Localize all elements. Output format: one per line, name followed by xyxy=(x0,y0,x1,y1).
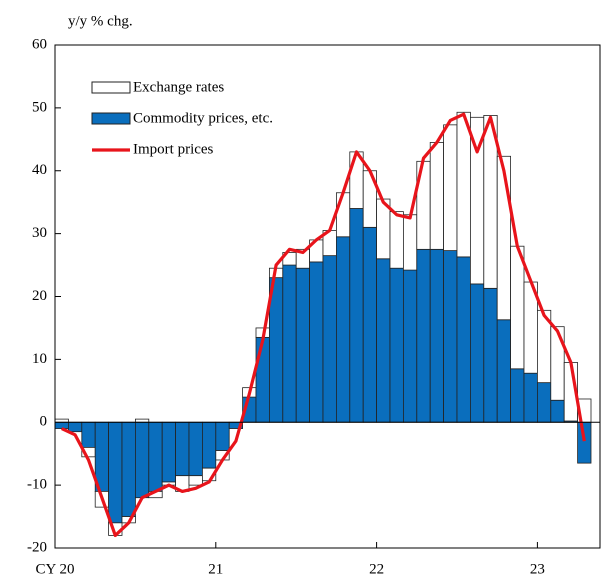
bar-segment xyxy=(389,267,404,423)
y-axis-label: y/y % chg. xyxy=(68,13,133,29)
bar-segment xyxy=(201,421,217,469)
x-tick-label: 21 xyxy=(208,561,223,577)
y-tick-label: 10 xyxy=(32,351,47,367)
y-tick-label: 60 xyxy=(32,36,47,52)
bar-segment xyxy=(282,264,297,423)
y-tick-label: 30 xyxy=(32,225,47,241)
legend-swatch xyxy=(91,112,131,125)
bar-segment xyxy=(335,192,351,238)
bar-segment xyxy=(121,421,136,517)
y-tick-label: -10 xyxy=(27,477,47,493)
bar-segment xyxy=(255,336,270,423)
bar-segment xyxy=(188,421,203,477)
bar-segment xyxy=(175,421,190,477)
y-tick-label: 0 xyxy=(40,414,48,430)
bar-segment xyxy=(550,399,565,423)
x-tick-label: 23 xyxy=(530,561,545,577)
bar-segment xyxy=(496,155,512,321)
bar-segment xyxy=(389,211,404,269)
bar-segment xyxy=(510,245,525,370)
bar-segment xyxy=(295,267,311,423)
bar-segment xyxy=(429,248,445,423)
bar-segment xyxy=(510,368,525,423)
bar-segment xyxy=(456,111,471,258)
bar-segment xyxy=(402,269,418,423)
bar-segment xyxy=(550,326,565,401)
bar-segment xyxy=(108,421,123,524)
legend-swatch xyxy=(91,81,131,94)
bar-segment xyxy=(456,256,471,423)
x-tick-label: 22 xyxy=(369,561,384,577)
bar-segment xyxy=(335,236,351,423)
bar-segment xyxy=(349,208,364,423)
bar-segment xyxy=(161,421,176,483)
line xyxy=(61,112,586,538)
bar-segment xyxy=(362,226,378,423)
bar-segment xyxy=(188,475,203,486)
y-tick-label: 20 xyxy=(32,288,47,304)
legend-label: Commodity prices, etc. xyxy=(133,110,273,126)
legend-label: Exchange rates xyxy=(133,79,224,95)
bar-segment xyxy=(68,421,83,433)
bar-segment xyxy=(469,283,485,423)
bar-segment xyxy=(54,421,69,429)
bar-segment xyxy=(496,319,512,423)
bar-segment xyxy=(523,372,538,423)
bar-segment xyxy=(322,255,337,423)
legend-label: Import prices xyxy=(133,141,214,157)
bar-segment xyxy=(443,124,458,252)
y-tick-label: 40 xyxy=(32,162,47,178)
bar-segment xyxy=(148,421,163,492)
y-tick-label: -20 xyxy=(27,539,47,555)
bar-segment xyxy=(483,287,498,423)
bar-segment xyxy=(134,421,150,499)
bar-segment xyxy=(429,142,445,250)
y-tick-label: 50 xyxy=(32,99,47,115)
bar-segment xyxy=(577,421,592,464)
bar-segment xyxy=(402,214,418,271)
bar-segment xyxy=(376,258,391,423)
bar-segment xyxy=(81,421,96,448)
bar-segment xyxy=(309,261,324,423)
bar-segment xyxy=(537,382,552,423)
bar-segment xyxy=(443,250,458,423)
x-tick-label: CY 20 xyxy=(35,561,74,577)
bar-segment xyxy=(416,248,431,423)
bar-segment xyxy=(215,421,230,451)
plot-frame xyxy=(54,44,601,549)
